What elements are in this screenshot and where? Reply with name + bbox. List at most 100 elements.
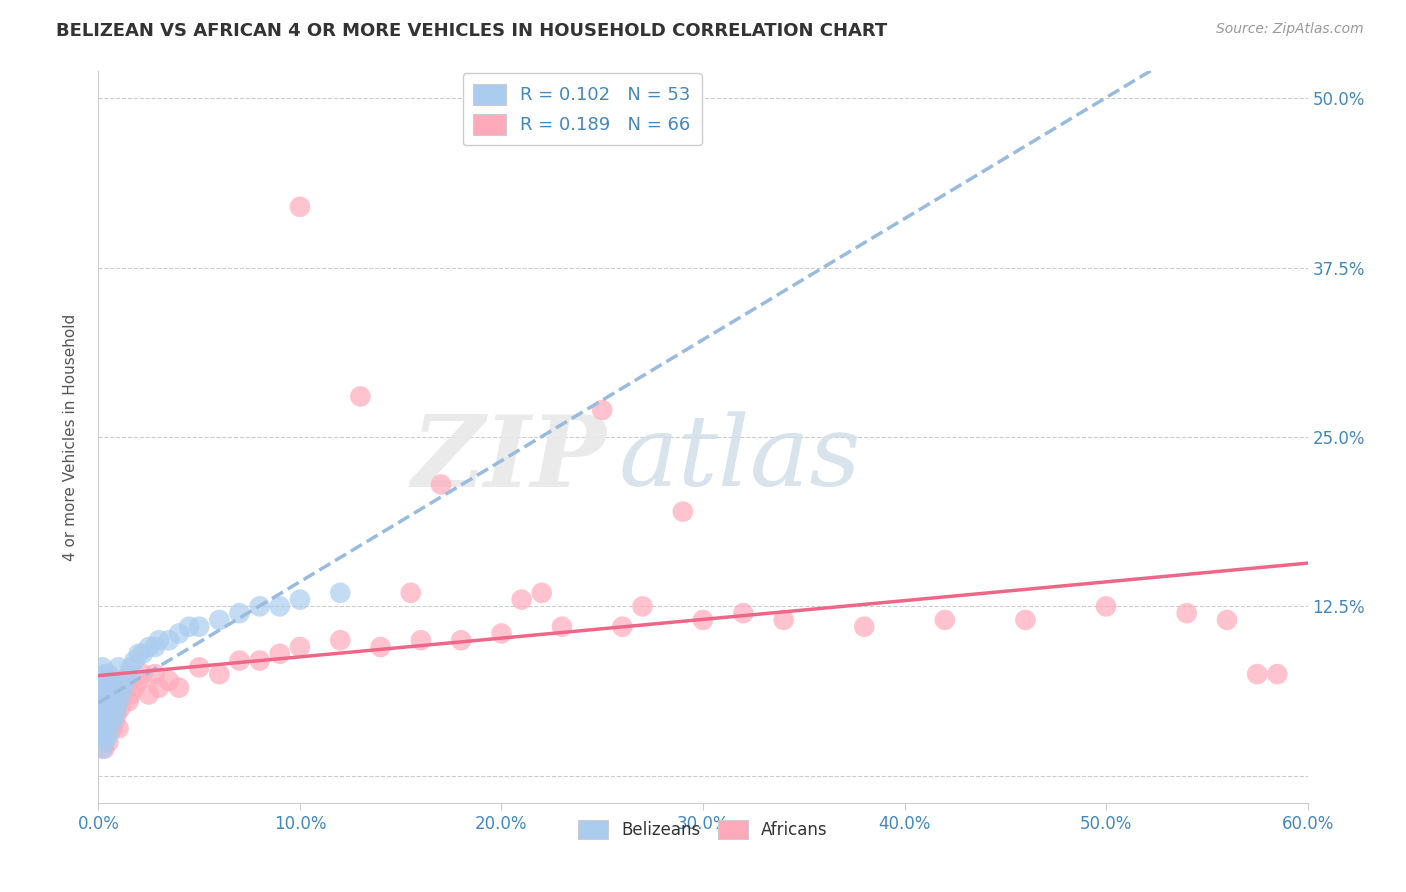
Point [111, 688, 134, 702]
Point [288, 640, 311, 654]
Point [93, 714, 115, 729]
Point [100, 673, 122, 688]
Point [91, 741, 114, 756]
Point [107, 688, 129, 702]
Point [91, 681, 114, 695]
Point [143, 667, 166, 681]
Text: BELIZEAN VS AFRICAN 4 OR MORE VEHICLES IN HOUSEHOLD CORRELATION CHART: BELIZEAN VS AFRICAN 4 OR MORE VEHICLES I… [56, 22, 887, 40]
Point [93, 735, 115, 749]
Point [97, 735, 120, 749]
Point [101, 721, 124, 735]
Point [97, 728, 120, 742]
Point [128, 673, 150, 688]
Point [124, 681, 146, 695]
Point [530, 586, 553, 600]
Point [100, 714, 122, 729]
Point [269, 599, 291, 614]
Point [103, 714, 125, 729]
Point [91, 728, 114, 742]
Point [101, 694, 124, 708]
Point [672, 505, 695, 519]
Point [692, 613, 714, 627]
Text: Source: ZipAtlas.com: Source: ZipAtlas.com [1216, 22, 1364, 37]
Point [1216, 613, 1239, 627]
Point [853, 620, 876, 634]
Point [120, 688, 142, 702]
Point [138, 688, 160, 702]
Point [100, 714, 122, 729]
Point [100, 688, 122, 702]
Point [551, 620, 574, 634]
Point [100, 694, 122, 708]
Point [93, 707, 115, 722]
Point [188, 660, 211, 674]
Point [772, 613, 794, 627]
Point [329, 586, 352, 600]
Point [91, 660, 114, 674]
Point [179, 620, 201, 634]
Point [208, 613, 231, 627]
Point [89, 688, 111, 702]
Point [288, 200, 311, 214]
Point [148, 681, 170, 695]
Point [1175, 606, 1198, 620]
Point [450, 633, 472, 648]
Point [103, 681, 125, 695]
Text: atlas: atlas [619, 411, 860, 507]
Point [97, 707, 120, 722]
Point [1246, 667, 1268, 681]
Point [97, 673, 120, 688]
Point [510, 592, 533, 607]
Point [157, 673, 180, 688]
Point [329, 633, 352, 648]
Legend: Belizeans, Africans: Belizeans, Africans [572, 814, 834, 846]
Point [138, 640, 160, 654]
Point [288, 592, 311, 607]
Point [128, 647, 150, 661]
Point [103, 707, 125, 722]
Point [591, 403, 613, 417]
Point [430, 477, 453, 491]
Point [124, 654, 146, 668]
Point [114, 681, 136, 695]
Point [188, 620, 211, 634]
Point [93, 694, 115, 708]
Point [93, 681, 115, 695]
Point [1095, 599, 1118, 614]
Point [349, 389, 371, 403]
Point [97, 701, 120, 715]
Point [132, 647, 155, 661]
Point [120, 660, 142, 674]
Point [89, 701, 111, 715]
Point [118, 694, 141, 708]
Point [96, 707, 118, 722]
Point [96, 721, 118, 735]
Point [93, 667, 115, 681]
Point [1267, 667, 1289, 681]
Point [370, 640, 392, 654]
Point [107, 694, 129, 708]
Point [148, 633, 170, 648]
Point [1014, 613, 1036, 627]
Point [93, 681, 115, 695]
Point [167, 626, 190, 640]
Point [167, 681, 190, 695]
Point [96, 688, 118, 702]
Point [103, 681, 125, 695]
Point [101, 688, 124, 702]
Point [97, 688, 120, 702]
Point [118, 667, 141, 681]
Point [269, 647, 291, 661]
Point [249, 599, 271, 614]
Point [110, 701, 132, 715]
Text: ZIP: ZIP [412, 411, 606, 508]
Point [96, 694, 118, 708]
Point [228, 606, 250, 620]
Point [114, 673, 136, 688]
Point [491, 626, 513, 640]
Point [96, 673, 118, 688]
Point [97, 667, 120, 681]
Point [409, 633, 432, 648]
Point [733, 606, 755, 620]
Point [631, 599, 654, 614]
